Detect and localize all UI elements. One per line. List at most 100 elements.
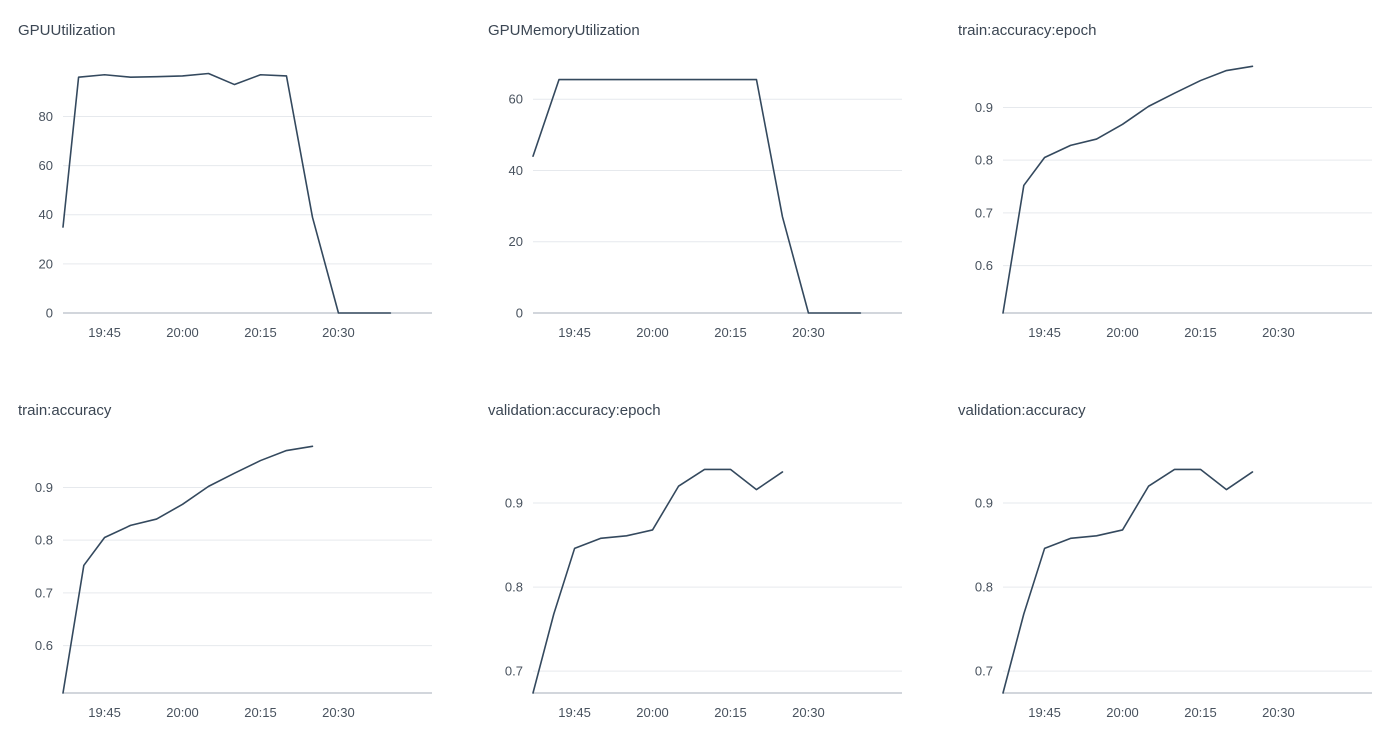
y-tick-label: 0.9 <box>35 480 53 495</box>
x-tick-label: 20:00 <box>636 705 669 720</box>
data-point <box>553 613 555 615</box>
y-tick-label: 60 <box>39 158 53 173</box>
data-point <box>389 312 391 314</box>
y-tick-label: 0.6 <box>975 258 993 273</box>
x-tick-label: 20:00 <box>636 325 669 340</box>
line-chart: 0.6 0.7 0.8 0.9 19:45 20:00 20:15 20:30 <box>975 65 1372 340</box>
data-point <box>77 76 79 78</box>
series-line <box>62 72 392 314</box>
data-point <box>103 74 105 76</box>
data-point <box>1069 144 1071 146</box>
data-point <box>129 76 131 78</box>
x-tick-label: 20:15 <box>1184 325 1217 340</box>
chart-title: GPUUtilization <box>18 22 116 39</box>
x-tick-label: 20:30 <box>792 705 825 720</box>
data-point <box>83 564 85 566</box>
y-tick-label: 0.8 <box>975 580 993 595</box>
data-point <box>1199 468 1201 470</box>
data-point <box>781 471 783 473</box>
data-point <box>1121 123 1123 125</box>
x-tick-label: 20:00 <box>1106 705 1139 720</box>
x-tick-label: 20:00 <box>166 705 199 720</box>
x-tick-label: 19:45 <box>1028 705 1061 720</box>
data-point <box>625 535 627 537</box>
x-tick-label: 20:00 <box>1106 325 1139 340</box>
data-point <box>1121 529 1123 531</box>
y-tick-label: 0.6 <box>35 638 53 653</box>
x-tick-label: 20:30 <box>1262 325 1295 340</box>
y-tick-label: 0.7 <box>505 664 523 679</box>
data-point <box>1199 79 1201 81</box>
data-point <box>1002 312 1004 314</box>
y-tick-label: 0 <box>46 306 53 321</box>
y-tick-label: 0.9 <box>505 496 523 511</box>
data-point <box>337 312 339 314</box>
chart-panel-validation-accuracy-epoch: validation:accuracy:epoch 0.7 0.8 0.9 19:45… <box>470 380 930 720</box>
chart-panel-validation-accuracy: validation:accuracy 0.7 0.8 0.9 19:45 20:00 2… <box>940 380 1400 720</box>
data-point <box>558 78 560 80</box>
data-point <box>1147 485 1149 487</box>
data-point <box>1002 692 1004 694</box>
x-tick-label: 20:15 <box>244 325 277 340</box>
data-point <box>181 503 183 505</box>
data-point <box>311 445 313 447</box>
chart-panel-gpu-memory-utilization: GPUMemoryUtilization 0 20 40 60 19:45 20:00 20… <box>470 0 930 340</box>
y-tick-label: 60 <box>509 92 523 107</box>
line-chart: 0 20 40 60 19:45 20:00 20:15 20:30 <box>509 78 902 340</box>
series-line <box>1002 468 1254 694</box>
data-point <box>155 518 157 520</box>
data-point <box>1251 471 1253 473</box>
series-line <box>62 445 314 694</box>
data-point <box>259 74 261 76</box>
x-tick-label: 20:30 <box>322 325 355 340</box>
y-tick-label: 40 <box>39 207 53 222</box>
data-point <box>311 216 313 218</box>
series-line <box>1002 65 1254 314</box>
line-chart: 0 20 40 60 80 19:45 20:00 20:15 20:30 <box>39 72 432 340</box>
data-point <box>532 692 534 694</box>
x-tick-label: 20:15 <box>714 705 747 720</box>
data-point <box>285 75 287 77</box>
data-point <box>1023 184 1025 186</box>
y-tick-label: 0.9 <box>975 100 993 115</box>
y-tick-label: 0.8 <box>505 580 523 595</box>
chart-panel-train-accuracy: train:accuracy 0.6 0.7 0.8 0.9 19:45 20:00 20:… <box>0 380 460 720</box>
y-tick-label: 0.9 <box>975 496 993 511</box>
data-point <box>1225 488 1227 490</box>
data-point <box>62 692 64 694</box>
data-point <box>259 459 261 461</box>
data-point <box>155 76 157 78</box>
chart-title: train:accuracy <box>18 402 112 419</box>
chart-panel-train-accuracy-epoch: train:accuracy:epoch 0.6 0.7 0.8 0.9 19:45 20… <box>940 0 1400 340</box>
y-tick-label: 20 <box>509 234 523 249</box>
data-point <box>651 529 653 531</box>
data-point <box>859 312 861 314</box>
x-tick-label: 19:45 <box>558 705 591 720</box>
data-point <box>573 547 575 549</box>
y-tick-label: 40 <box>509 163 523 178</box>
data-point <box>1173 468 1175 470</box>
x-tick-label: 20:15 <box>1184 705 1217 720</box>
x-tick-label: 20:30 <box>322 705 355 720</box>
data-point <box>1043 156 1045 158</box>
y-tick-label: 0.7 <box>975 205 993 220</box>
data-point <box>103 536 105 538</box>
chart-panel-gpu-utilization: GPUUtilization 0 20 40 60 80 19:45 20:00 20:15 2… <box>0 0 460 340</box>
chart-title: validation:accuracy <box>958 402 1086 419</box>
x-tick-label: 19:45 <box>558 325 591 340</box>
data-point <box>233 83 235 85</box>
x-tick-label: 20:30 <box>1262 705 1295 720</box>
data-point <box>181 75 183 77</box>
data-point <box>285 449 287 451</box>
y-tick-label: 0.8 <box>35 533 53 548</box>
y-tick-label: 0.7 <box>975 664 993 679</box>
x-tick-label: 19:45 <box>88 705 121 720</box>
data-point <box>62 226 64 228</box>
x-tick-label: 20:15 <box>714 325 747 340</box>
data-point <box>1095 535 1097 537</box>
data-point <box>781 216 783 218</box>
chart-title: train:accuracy:epoch <box>958 22 1097 39</box>
data-point <box>703 468 705 470</box>
data-point <box>1069 537 1071 539</box>
data-point <box>532 155 534 157</box>
